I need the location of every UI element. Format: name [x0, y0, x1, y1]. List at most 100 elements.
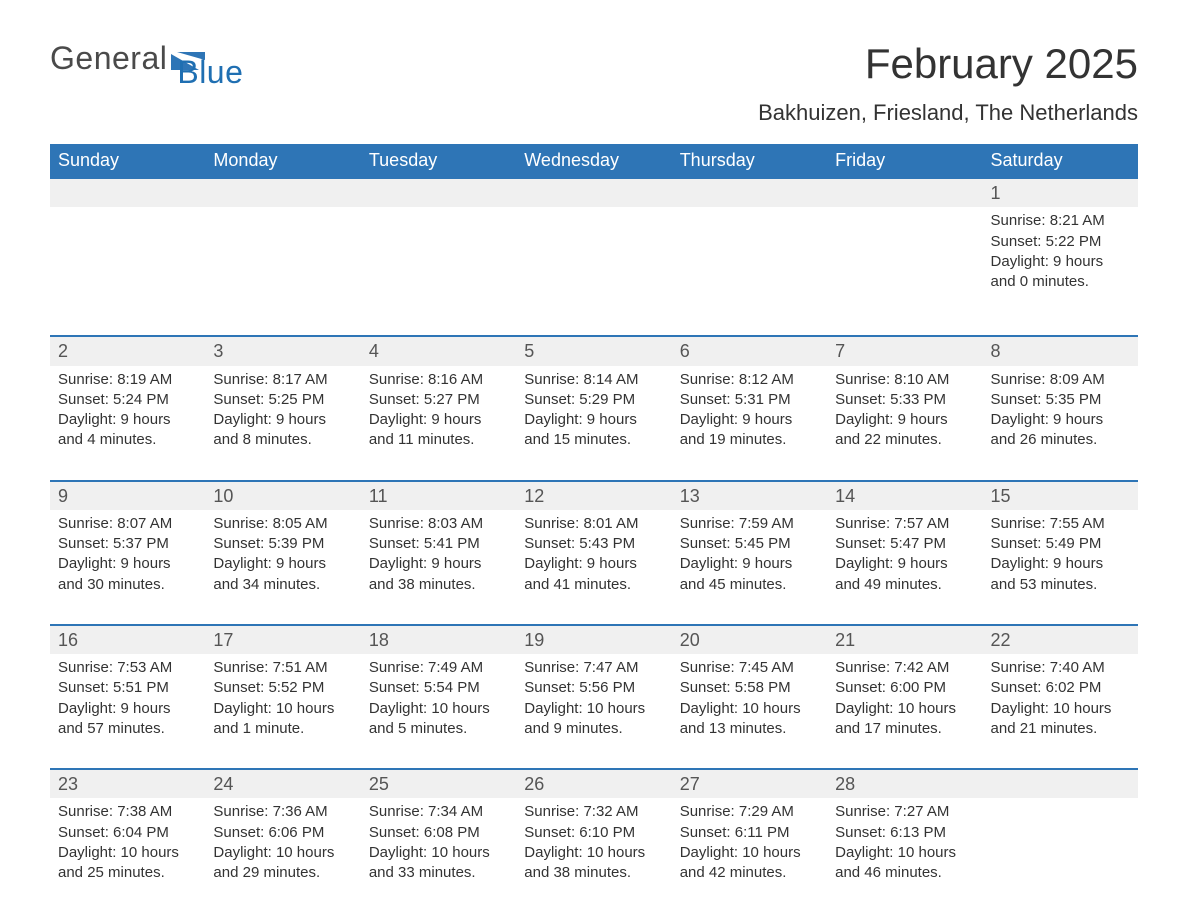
logo: General Blue [50, 40, 273, 77]
sunset-text: Sunset: 5:24 PM [58, 390, 197, 410]
day-number-cell: 3 [205, 336, 360, 365]
weekday-header-row: Sunday Monday Tuesday Wednesday Thursday… [50, 144, 1138, 178]
sunrise-text: Sunrise: 7:45 AM [680, 658, 819, 678]
sunrise-text: Sunrise: 7:57 AM [835, 514, 974, 534]
sunset-text: Sunset: 5:31 PM [680, 390, 819, 410]
day-number-cell: 28 [827, 769, 982, 798]
day-number-cell: 2 [50, 336, 205, 365]
day-detail-cell: Sunrise: 8:14 AMSunset: 5:29 PMDaylight:… [516, 366, 671, 481]
sunset-text: Sunset: 6:11 PM [680, 823, 819, 843]
sunset-text: Sunset: 5:52 PM [213, 678, 352, 698]
day-number-cell: 14 [827, 481, 982, 510]
sunrise-text: Sunrise: 7:59 AM [680, 514, 819, 534]
sunrise-text: Sunrise: 8:21 AM [991, 211, 1130, 231]
weekday-header: Friday [827, 144, 982, 178]
day-number-cell: 22 [983, 625, 1138, 654]
day-detail-cell: Sunrise: 7:32 AMSunset: 6:10 PMDaylight:… [516, 798, 671, 912]
day-detail-cell [827, 207, 982, 336]
day-detail-cell: Sunrise: 7:57 AMSunset: 5:47 PMDaylight:… [827, 510, 982, 625]
day-detail-cell [983, 798, 1138, 912]
daylight-text: Daylight: 10 hours and 38 minutes. [524, 843, 663, 884]
day-number-cell: 18 [361, 625, 516, 654]
sunrise-text: Sunrise: 8:19 AM [58, 370, 197, 390]
daylight-text: Daylight: 9 hours and 8 minutes. [213, 410, 352, 451]
calendar-table: Sunday Monday Tuesday Wednesday Thursday… [50, 144, 1138, 912]
day-number-cell: 20 [672, 625, 827, 654]
day-detail-cell: Sunrise: 7:34 AMSunset: 6:08 PMDaylight:… [361, 798, 516, 912]
day-detail-cell: Sunrise: 7:36 AMSunset: 6:06 PMDaylight:… [205, 798, 360, 912]
sunset-text: Sunset: 6:08 PM [369, 823, 508, 843]
daylight-text: Daylight: 10 hours and 46 minutes. [835, 843, 974, 884]
sunset-text: Sunset: 5:29 PM [524, 390, 663, 410]
sunset-text: Sunset: 5:45 PM [680, 534, 819, 554]
sunrise-text: Sunrise: 7:42 AM [835, 658, 974, 678]
sunset-text: Sunset: 5:25 PM [213, 390, 352, 410]
sunset-text: Sunset: 6:06 PM [213, 823, 352, 843]
sunrise-text: Sunrise: 8:16 AM [369, 370, 508, 390]
sunset-text: Sunset: 5:51 PM [58, 678, 197, 698]
daylight-text: Daylight: 9 hours and 34 minutes. [213, 554, 352, 595]
day-number-cell: 27 [672, 769, 827, 798]
sunset-text: Sunset: 6:13 PM [835, 823, 974, 843]
sunset-text: Sunset: 5:58 PM [680, 678, 819, 698]
daylight-text: Daylight: 9 hours and 45 minutes. [680, 554, 819, 595]
daylight-text: Daylight: 9 hours and 11 minutes. [369, 410, 508, 451]
daylight-text: Daylight: 9 hours and 15 minutes. [524, 410, 663, 451]
weekday-header: Saturday [983, 144, 1138, 178]
day-number-cell: 17 [205, 625, 360, 654]
day-detail-cell: Sunrise: 8:09 AMSunset: 5:35 PMDaylight:… [983, 366, 1138, 481]
sunrise-text: Sunrise: 8:14 AM [524, 370, 663, 390]
day-detail-cell: Sunrise: 8:17 AMSunset: 5:25 PMDaylight:… [205, 366, 360, 481]
day-detail-cell: Sunrise: 8:03 AMSunset: 5:41 PMDaylight:… [361, 510, 516, 625]
day-number-cell [983, 769, 1138, 798]
header-row: General Blue February 2025 Bakhuizen, Fr… [50, 40, 1138, 126]
daylight-text: Daylight: 10 hours and 1 minute. [213, 699, 352, 740]
day-number-row: 232425262728 [50, 769, 1138, 798]
day-number-row: 2345678 [50, 336, 1138, 365]
day-number-cell [361, 178, 516, 207]
day-detail-cell: Sunrise: 7:49 AMSunset: 5:54 PMDaylight:… [361, 654, 516, 769]
day-detail-cell: Sunrise: 7:53 AMSunset: 5:51 PMDaylight:… [50, 654, 205, 769]
day-detail-cell: Sunrise: 8:21 AMSunset: 5:22 PMDaylight:… [983, 207, 1138, 336]
sunset-text: Sunset: 5:56 PM [524, 678, 663, 698]
day-number-cell: 26 [516, 769, 671, 798]
weekday-header: Thursday [672, 144, 827, 178]
location-subtitle: Bakhuizen, Friesland, The Netherlands [758, 100, 1138, 126]
daylight-text: Daylight: 9 hours and 57 minutes. [58, 699, 197, 740]
sunrise-text: Sunrise: 8:07 AM [58, 514, 197, 534]
daylight-text: Daylight: 10 hours and 25 minutes. [58, 843, 197, 884]
day-detail-cell [361, 207, 516, 336]
sunrise-text: Sunrise: 7:36 AM [213, 802, 352, 822]
day-number-cell: 13 [672, 481, 827, 510]
day-detail-cell: Sunrise: 8:01 AMSunset: 5:43 PMDaylight:… [516, 510, 671, 625]
sunrise-text: Sunrise: 7:55 AM [991, 514, 1130, 534]
day-number-cell: 9 [50, 481, 205, 510]
weekday-header: Monday [205, 144, 360, 178]
day-number-cell: 15 [983, 481, 1138, 510]
sunrise-text: Sunrise: 7:27 AM [835, 802, 974, 822]
day-detail-cell: Sunrise: 8:07 AMSunset: 5:37 PMDaylight:… [50, 510, 205, 625]
title-block: February 2025 Bakhuizen, Friesland, The … [758, 40, 1138, 126]
day-number-row: 9101112131415 [50, 481, 1138, 510]
day-number-cell [827, 178, 982, 207]
sunset-text: Sunset: 5:47 PM [835, 534, 974, 554]
day-number-row: 16171819202122 [50, 625, 1138, 654]
day-number-cell [672, 178, 827, 207]
day-detail-cell [205, 207, 360, 336]
day-detail-cell [50, 207, 205, 336]
day-number-cell [205, 178, 360, 207]
daylight-text: Daylight: 10 hours and 17 minutes. [835, 699, 974, 740]
day-number-cell: 21 [827, 625, 982, 654]
sunrise-text: Sunrise: 7:32 AM [524, 802, 663, 822]
sunrise-text: Sunrise: 7:49 AM [369, 658, 508, 678]
daylight-text: Daylight: 9 hours and 19 minutes. [680, 410, 819, 451]
sunrise-text: Sunrise: 8:10 AM [835, 370, 974, 390]
day-number-cell: 12 [516, 481, 671, 510]
day-detail-row: Sunrise: 8:07 AMSunset: 5:37 PMDaylight:… [50, 510, 1138, 625]
day-detail-cell: Sunrise: 7:51 AMSunset: 5:52 PMDaylight:… [205, 654, 360, 769]
daylight-text: Daylight: 9 hours and 0 minutes. [991, 252, 1130, 293]
day-detail-cell: Sunrise: 7:45 AMSunset: 5:58 PMDaylight:… [672, 654, 827, 769]
daylight-text: Daylight: 9 hours and 4 minutes. [58, 410, 197, 451]
sunrise-text: Sunrise: 7:51 AM [213, 658, 352, 678]
sunset-text: Sunset: 6:00 PM [835, 678, 974, 698]
